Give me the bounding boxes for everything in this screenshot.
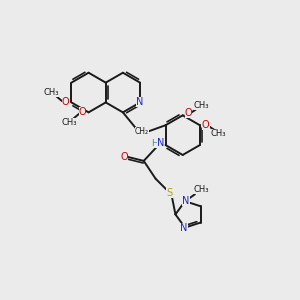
Text: O: O — [120, 152, 128, 162]
Text: O: O — [185, 108, 193, 118]
Text: N: N — [180, 223, 188, 232]
Text: O: O — [79, 107, 86, 117]
Text: O: O — [62, 98, 69, 107]
Text: N: N — [182, 196, 190, 206]
Text: N: N — [136, 98, 144, 107]
Text: H: H — [151, 139, 158, 148]
Text: CH₃: CH₃ — [44, 88, 59, 97]
Text: CH₃: CH₃ — [194, 101, 209, 110]
Text: S: S — [167, 188, 172, 198]
Text: O: O — [202, 120, 210, 130]
Text: N: N — [157, 138, 164, 148]
Text: CH₃: CH₃ — [211, 129, 226, 138]
Text: CH₃: CH₃ — [61, 118, 76, 127]
Text: CH₂: CH₂ — [135, 127, 149, 136]
Text: CH₃: CH₃ — [193, 185, 208, 194]
